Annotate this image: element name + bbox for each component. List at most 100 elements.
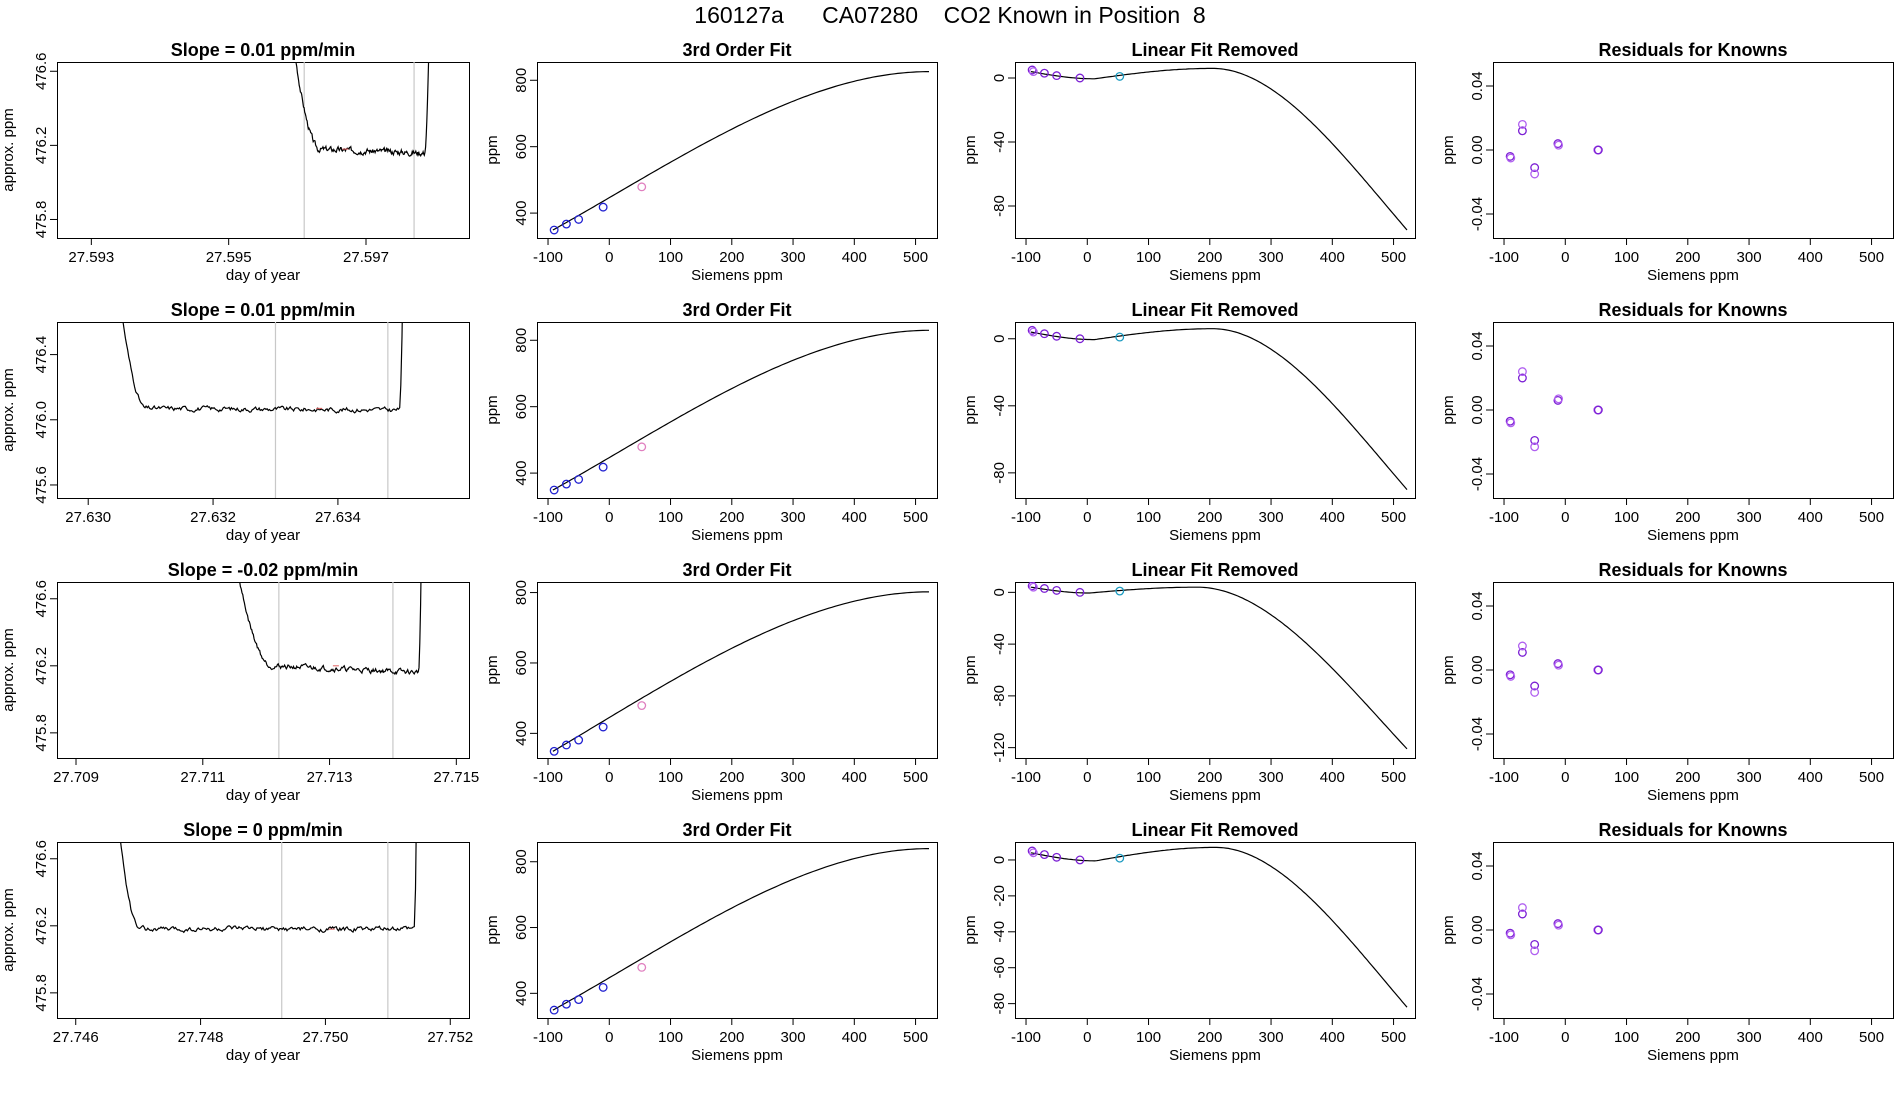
- x-tick-label: 300: [1737, 769, 1762, 786]
- x-tick-label: -100: [1011, 1029, 1041, 1046]
- data-point: [1075, 73, 1085, 83]
- trace-line: [122, 322, 403, 414]
- plot-frame: [57, 62, 470, 239]
- chart-panel-r1-lin: Linear Fit Removed -100 0 100 200 300 400 500 Si…: [962, 300, 1416, 544]
- chart-title: Slope = 0.01 ppm/min: [171, 300, 356, 320]
- chart-title: Residuals for Knowns: [1598, 300, 1787, 320]
- data-point: [549, 225, 559, 235]
- y-tick-label: 400: [513, 461, 530, 486]
- x-tick-label: 100: [1614, 1029, 1639, 1046]
- y-tick-label: -80: [991, 685, 1008, 707]
- chart-panel-r0-trace: Slope = 0.01 ppm/min 27.593 27.595 27.597 da…: [0, 40, 470, 284]
- y-tick-label: 0.00: [1469, 135, 1486, 164]
- plot-area: [1027, 325, 1408, 490]
- data-point: [1115, 586, 1125, 596]
- y-tick-label: 0: [991, 335, 1008, 343]
- x-tick-label: 500: [903, 1029, 928, 1046]
- x-tick-label: -100: [1489, 1029, 1519, 1046]
- y-tick-label: -80: [991, 462, 1008, 484]
- y-tick-label: 475.8: [33, 201, 50, 239]
- chart-title: Residuals for Knowns: [1598, 560, 1787, 580]
- y-axis-label: ppm: [484, 135, 501, 164]
- data-point: [1554, 394, 1563, 404]
- y-tick-label: 800: [513, 68, 530, 93]
- x-tick-label: 27.750: [302, 1029, 348, 1046]
- plot-area: [295, 62, 430, 238]
- x-tick-label: 300: [781, 509, 806, 526]
- x-tick-label: -100: [533, 1029, 563, 1046]
- x-tick-label: 400: [1320, 249, 1345, 266]
- y-tick-label: 476.6: [33, 580, 50, 618]
- y-tick-label: 800: [513, 849, 530, 874]
- x-tick-label: 100: [658, 769, 683, 786]
- data-point: [1075, 587, 1085, 597]
- data-point: [1530, 946, 1540, 956]
- plot-frame: [1015, 582, 1416, 759]
- chart-title: Linear Fit Removed: [1131, 300, 1298, 320]
- x-tick-label: 0: [1083, 769, 1091, 786]
- chart-panel-r3-fit: 3rd Order Fit -100 0 100 200 300 400 500 Siemens…: [484, 820, 938, 1064]
- x-axis-label: Siemens ppm: [1647, 527, 1739, 544]
- x-tick-label: 27.746: [53, 1029, 99, 1046]
- data-point: [1530, 435, 1540, 445]
- x-tick-label: 500: [1381, 509, 1406, 526]
- residual-curve: [1030, 846, 1408, 1008]
- data-point: [1530, 442, 1540, 452]
- plot-area: [549, 591, 929, 756]
- x-tick-label: -100: [1011, 509, 1041, 526]
- chart-panel-r2-fit: 3rd Order Fit -100 0 100 200 300 400 500 Siemens…: [484, 560, 938, 804]
- plot-area: [549, 70, 929, 235]
- data-point: [1517, 909, 1527, 919]
- fit-curve: [552, 70, 929, 231]
- y-axis-label: ppm: [962, 135, 979, 164]
- y-tick-label: -0.04: [1469, 977, 1486, 1011]
- plot-frame: [537, 322, 938, 499]
- data-point: [1554, 660, 1563, 670]
- x-tick-label: 27.748: [178, 1029, 224, 1046]
- x-tick-label: 0: [605, 769, 613, 786]
- residual-curve: [1030, 328, 1408, 490]
- y-axis-label: ppm: [484, 915, 501, 944]
- y-tick-label: 800: [513, 580, 530, 605]
- data-point: [1027, 325, 1037, 335]
- data-point: [637, 701, 647, 711]
- x-axis-label: Siemens ppm: [1169, 267, 1261, 284]
- y-tick-label: 0.04: [1469, 591, 1486, 620]
- y-tick-label: -80: [991, 195, 1008, 217]
- x-axis-label: day of year: [226, 267, 300, 284]
- plot-frame: [537, 842, 938, 1019]
- data-point: [598, 722, 608, 732]
- x-tick-label: 400: [1798, 249, 1823, 266]
- data-point: [1530, 687, 1540, 697]
- data-point: [1517, 119, 1527, 129]
- x-tick-label: 400: [842, 249, 867, 266]
- x-tick-label: 100: [658, 249, 683, 266]
- x-tick-label: 200: [1197, 509, 1222, 526]
- chart-panel-r2-trace: Slope = -0.02 ppm/min 27.709 27.711 27.713 2…: [0, 560, 479, 804]
- x-tick-label: 200: [1197, 249, 1222, 266]
- x-tick-label: 500: [1381, 769, 1406, 786]
- x-tick-label: 200: [1197, 1029, 1222, 1046]
- plot-frame: [1015, 842, 1416, 1019]
- y-axis-label: approx. ppm: [0, 888, 17, 971]
- data-point: [1506, 930, 1516, 940]
- x-tick-label: 0: [1561, 769, 1569, 786]
- chart-title: Slope = -0.02 ppm/min: [168, 560, 359, 580]
- y-tick-label: -80: [991, 993, 1008, 1015]
- plot-area: [1505, 119, 1603, 179]
- chart-panel-r1-res: Residuals for Knowns -100 0 100 200 300 400 500…: [1440, 300, 1894, 544]
- y-axis-label: ppm: [962, 915, 979, 944]
- chart-title: 3rd Order Fit: [682, 560, 791, 580]
- data-point: [1028, 67, 1038, 77]
- y-axis-label: ppm: [962, 395, 979, 424]
- y-tick-label: 475.8: [33, 714, 50, 752]
- x-tick-label: 500: [1381, 1029, 1406, 1046]
- data-point: [1075, 334, 1085, 344]
- chart-title: Linear Fit Removed: [1131, 40, 1298, 60]
- plot-area: [549, 329, 929, 495]
- data-point: [1052, 71, 1062, 81]
- y-axis-label: approx. ppm: [0, 628, 17, 711]
- data-point: [561, 219, 571, 229]
- x-tick-label: 0: [1083, 509, 1091, 526]
- data-point: [1027, 582, 1037, 591]
